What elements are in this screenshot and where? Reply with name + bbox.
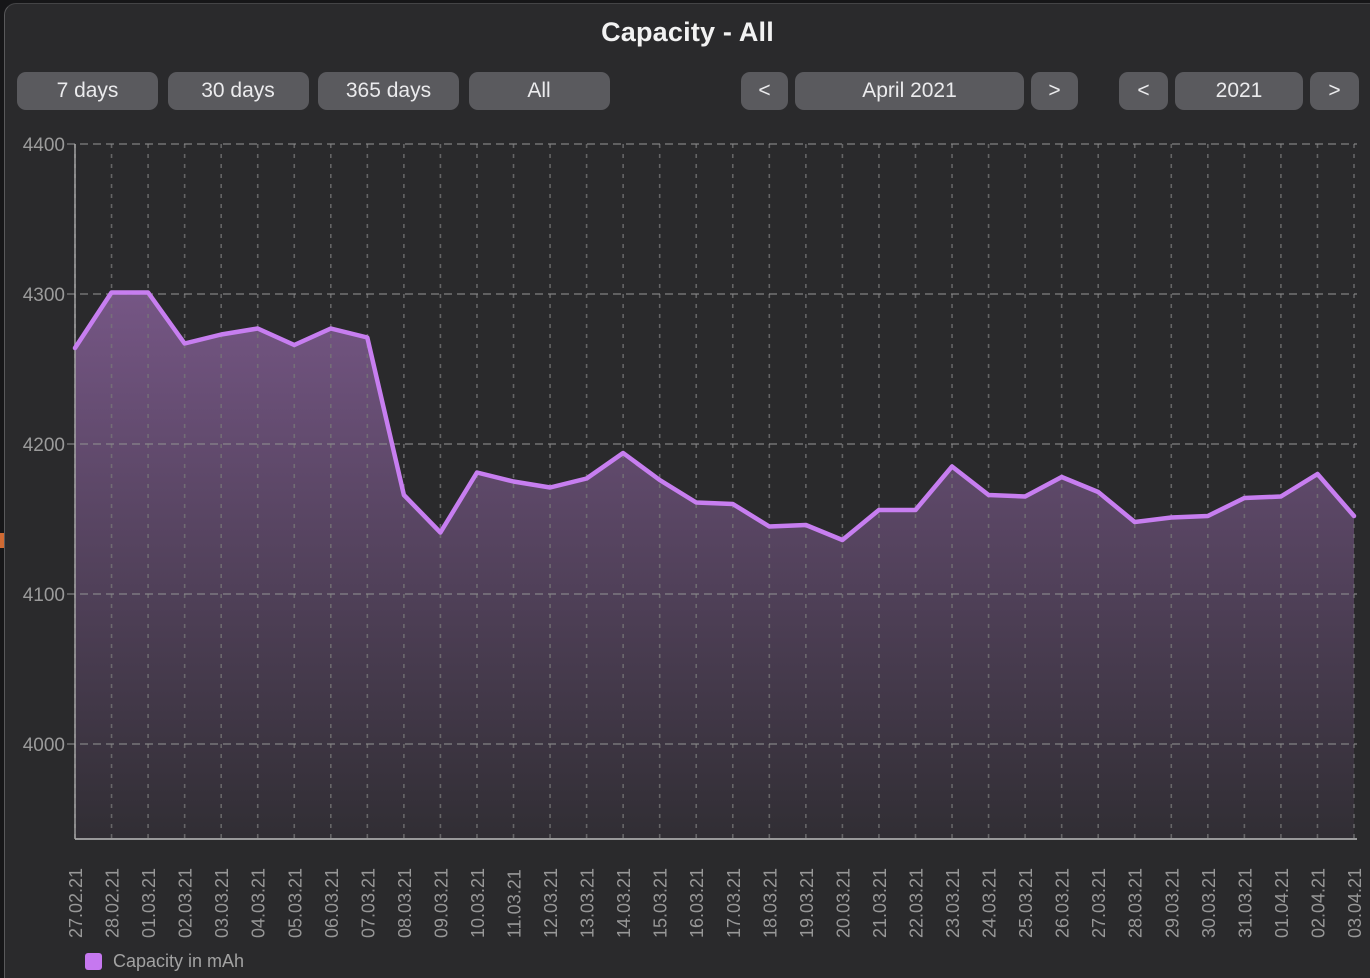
x-axis-tick-label: 29.03.21 — [1162, 868, 1182, 938]
x-axis-tick-label: 25.03.21 — [1016, 868, 1036, 938]
page-title: Capacity - All — [601, 17, 774, 47]
chart-legend: Capacity in mAh — [85, 951, 244, 972]
x-axis-tick-label: 19.03.21 — [797, 868, 817, 938]
year-nav-group: < 2021 > — [1119, 72, 1359, 110]
x-axis-tick-label: 03.04.21 — [1345, 868, 1365, 938]
x-axis-tick-label: 24.03.21 — [980, 868, 1000, 938]
y-axis-tick-label: 4400 — [23, 135, 65, 156]
x-axis-tick-label: 28.02.21 — [103, 868, 123, 938]
x-axis-tick-label: 11.03.21 — [505, 869, 525, 938]
month-nav-group: < April 2021 > — [741, 72, 1078, 110]
x-axis-tick-label: 02.04.21 — [1309, 868, 1329, 938]
app-window: Capacity - All 7 days 30 days 365 days A… — [4, 3, 1370, 978]
x-axis-tick-label: 15.03.21 — [651, 868, 671, 938]
range-button-group: 7 days 30 days 365 days All — [17, 72, 610, 110]
y-axis-tick-label: 4100 — [23, 585, 65, 606]
range-all-button[interactable]: All — [468, 72, 610, 110]
y-axis-tick-label: 4000 — [23, 735, 65, 756]
x-axis-tick-label: 31.03.21 — [1235, 868, 1255, 938]
x-axis-tick-label: 17.03.21 — [724, 868, 744, 938]
x-axis-tick-label: 05.03.21 — [285, 868, 305, 938]
x-axis-tick-label: 13.03.21 — [578, 868, 598, 938]
x-axis-tick-label: 14.03.21 — [614, 868, 634, 938]
x-axis-tick-label: 28.03.21 — [1126, 868, 1146, 938]
x-axis-tick-label: 23.03.21 — [943, 868, 963, 938]
x-axis-tick-label: 01.04.21 — [1272, 868, 1292, 938]
x-axis-tick-label: 16.03.21 — [687, 868, 707, 938]
year-next-button[interactable]: > — [1310, 72, 1359, 110]
x-axis-tick-label: 06.03.21 — [322, 868, 342, 938]
range-7-days-button[interactable]: 7 days — [17, 72, 158, 110]
range-30-days-button[interactable]: 30 days — [167, 72, 309, 110]
month-label-button[interactable]: April 2021 — [795, 72, 1024, 110]
x-axis-tick-label: 21.03.21 — [870, 868, 890, 938]
x-axis-tick-label: 26.03.21 — [1053, 868, 1073, 938]
x-axis-tick-label: 01.03.21 — [139, 868, 159, 938]
y-axis-tick-label: 4200 — [23, 435, 65, 456]
x-axis-tick-label: 04.03.21 — [249, 868, 269, 938]
x-axis-tick-label: 20.03.21 — [833, 868, 853, 938]
x-axis-tick-label: 27.03.21 — [1089, 868, 1109, 938]
x-axis-tick-label: 10.03.21 — [468, 868, 488, 938]
month-prev-button[interactable]: < — [741, 72, 788, 110]
y-axis-tick-label: 4300 — [23, 285, 65, 306]
legend-label: Capacity in mAh — [113, 951, 245, 971]
x-axis-tick-label: 12.03.21 — [541, 868, 561, 938]
x-axis-tick-label: 03.03.21 — [212, 868, 232, 938]
x-axis-tick-label: 02.03.21 — [176, 868, 196, 938]
x-axis-tick-label: 07.03.21 — [358, 868, 378, 938]
x-axis-tick-label: 30.03.21 — [1199, 868, 1219, 938]
year-prev-button[interactable]: < — [1119, 72, 1168, 110]
legend-swatch-icon — [85, 953, 102, 970]
background-window-peek — [0, 533, 4, 548]
x-axis-tick-label: 27.02.21 — [66, 868, 86, 938]
x-axis-tick-label: 22.03.21 — [907, 868, 927, 938]
year-label-button[interactable]: 2021 — [1175, 72, 1303, 110]
month-next-button[interactable]: > — [1031, 72, 1078, 110]
x-axis-tick-label: 09.03.21 — [431, 868, 451, 938]
x-axis-tick-label: 08.03.21 — [395, 868, 415, 938]
x-axis-tick-label: 18.03.21 — [760, 868, 780, 938]
range-365-days-button[interactable]: 365 days — [318, 72, 459, 110]
